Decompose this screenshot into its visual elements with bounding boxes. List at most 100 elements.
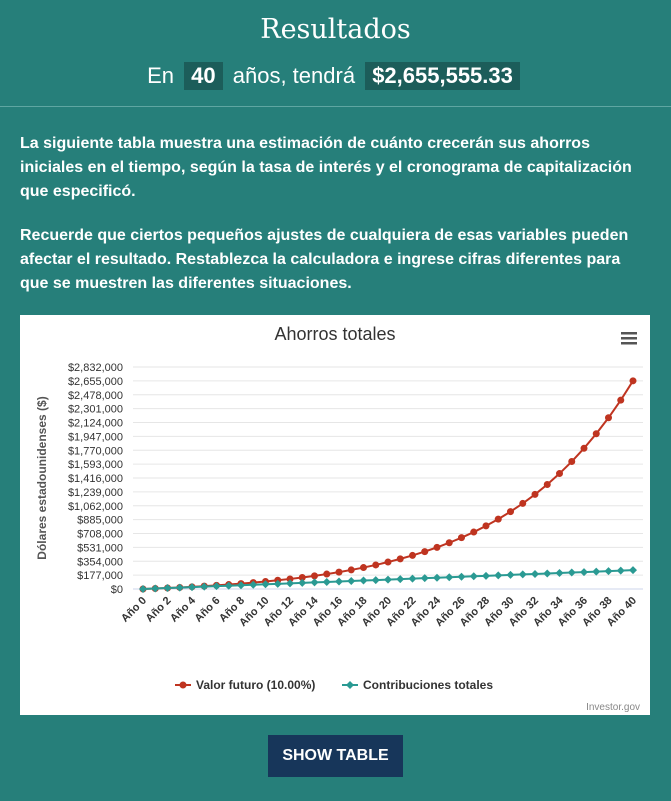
- point: [494, 571, 503, 580]
- legend-marker: [346, 681, 354, 689]
- chart-title: Ahorros totales: [274, 324, 395, 344]
- credit: Investor.gov: [586, 702, 640, 713]
- point: [286, 575, 294, 583]
- point: [629, 566, 637, 575]
- point: [224, 581, 233, 590]
- point: [567, 568, 576, 577]
- point: [335, 568, 343, 576]
- y-tick-label: $885,000: [77, 515, 123, 527]
- point: [311, 572, 318, 580]
- x-tick-label: Año 6: [193, 595, 223, 625]
- point: [592, 430, 600, 438]
- y-tick-label: $708,000: [77, 529, 123, 541]
- point: [519, 499, 527, 507]
- point: [555, 569, 564, 578]
- menu-bar[interactable]: [621, 342, 637, 345]
- y-tick-label: $1,239,000: [68, 487, 123, 499]
- point: [420, 574, 429, 583]
- point: [592, 567, 601, 576]
- point: [421, 548, 429, 556]
- point: [629, 377, 637, 385]
- y-tick-label: $2,301,000: [68, 404, 123, 416]
- menu-bar[interactable]: [621, 337, 637, 340]
- point: [433, 573, 441, 582]
- point: [482, 522, 490, 530]
- point: [605, 414, 612, 422]
- point: [298, 578, 307, 587]
- point: [543, 569, 552, 578]
- point: [360, 564, 367, 572]
- x-tick-label: Año 2: [144, 595, 174, 625]
- point: [507, 508, 514, 516]
- show-table-button[interactable]: SHOW TABLE: [268, 735, 403, 777]
- point: [482, 571, 490, 580]
- y-tick-label: $177,000: [77, 570, 123, 582]
- point: [457, 572, 466, 581]
- point: [286, 579, 294, 588]
- legend-label: Valor futuro (10.00%): [196, 678, 315, 692]
- point: [384, 575, 392, 584]
- point: [200, 582, 209, 591]
- y-tick-label: $1,947,000: [68, 431, 123, 443]
- point: [408, 574, 417, 583]
- point: [409, 551, 416, 559]
- point: [139, 585, 147, 593]
- point: [372, 561, 380, 569]
- summary-middle: años, tendrá: [232, 63, 356, 88]
- point: [494, 515, 502, 523]
- point: [347, 566, 355, 574]
- point: [445, 573, 454, 582]
- point: [261, 580, 270, 589]
- point: [543, 480, 551, 488]
- point: [323, 570, 331, 578]
- point: [531, 490, 539, 498]
- point: [163, 584, 172, 593]
- point: [506, 570, 515, 579]
- chart: Ahorros totales Dólares estadounidenses …: [35, 324, 643, 713]
- y-tick-label: $1,416,000: [68, 473, 123, 485]
- point: [188, 583, 196, 592]
- y-tick-label: $1,770,000: [68, 445, 123, 457]
- point: [568, 458, 576, 466]
- summary: En 40 años, tendrá $2,655,555.33: [0, 62, 671, 90]
- point: [433, 543, 441, 551]
- y-tick-label: $531,000: [77, 542, 123, 554]
- point: [470, 528, 478, 536]
- point: [396, 575, 405, 584]
- title: Resultados: [260, 14, 411, 45]
- amount-box: $2,655,555.33: [365, 62, 520, 90]
- point: [580, 444, 588, 452]
- point: [347, 577, 356, 586]
- point: [151, 584, 160, 593]
- y-tick-label: $354,000: [77, 556, 123, 568]
- point: [212, 582, 221, 591]
- point: [175, 583, 184, 592]
- point: [396, 555, 404, 563]
- menu-icon[interactable]: [621, 332, 637, 345]
- years-box: 40: [184, 62, 223, 90]
- point: [518, 570, 527, 579]
- point: [531, 569, 539, 578]
- point: [298, 573, 306, 581]
- y-tick-label: $2,124,000: [68, 418, 123, 430]
- series-line: [142, 380, 634, 590]
- point: [617, 396, 625, 404]
- legend-label: Contribuciones totales: [363, 678, 493, 692]
- point: [237, 581, 245, 590]
- point: [580, 568, 588, 577]
- y-tick-label: $1,593,000: [68, 459, 123, 471]
- point: [335, 577, 343, 586]
- point: [310, 578, 319, 587]
- legend-marker: [179, 681, 187, 689]
- y-tick-label: $2,832,000: [68, 362, 123, 374]
- point: [273, 579, 282, 588]
- point: [371, 576, 380, 585]
- y-tick-label: $2,478,000: [68, 390, 123, 402]
- menu-bar[interactable]: [621, 332, 637, 335]
- paragraph: Recuerde que ciertos pequeños ajustes de…: [20, 227, 629, 292]
- point: [359, 576, 368, 585]
- point: [384, 558, 392, 566]
- y-tick-label: $0: [111, 584, 123, 596]
- paragraph: La siguiente tabla muestra una estimació…: [20, 135, 632, 200]
